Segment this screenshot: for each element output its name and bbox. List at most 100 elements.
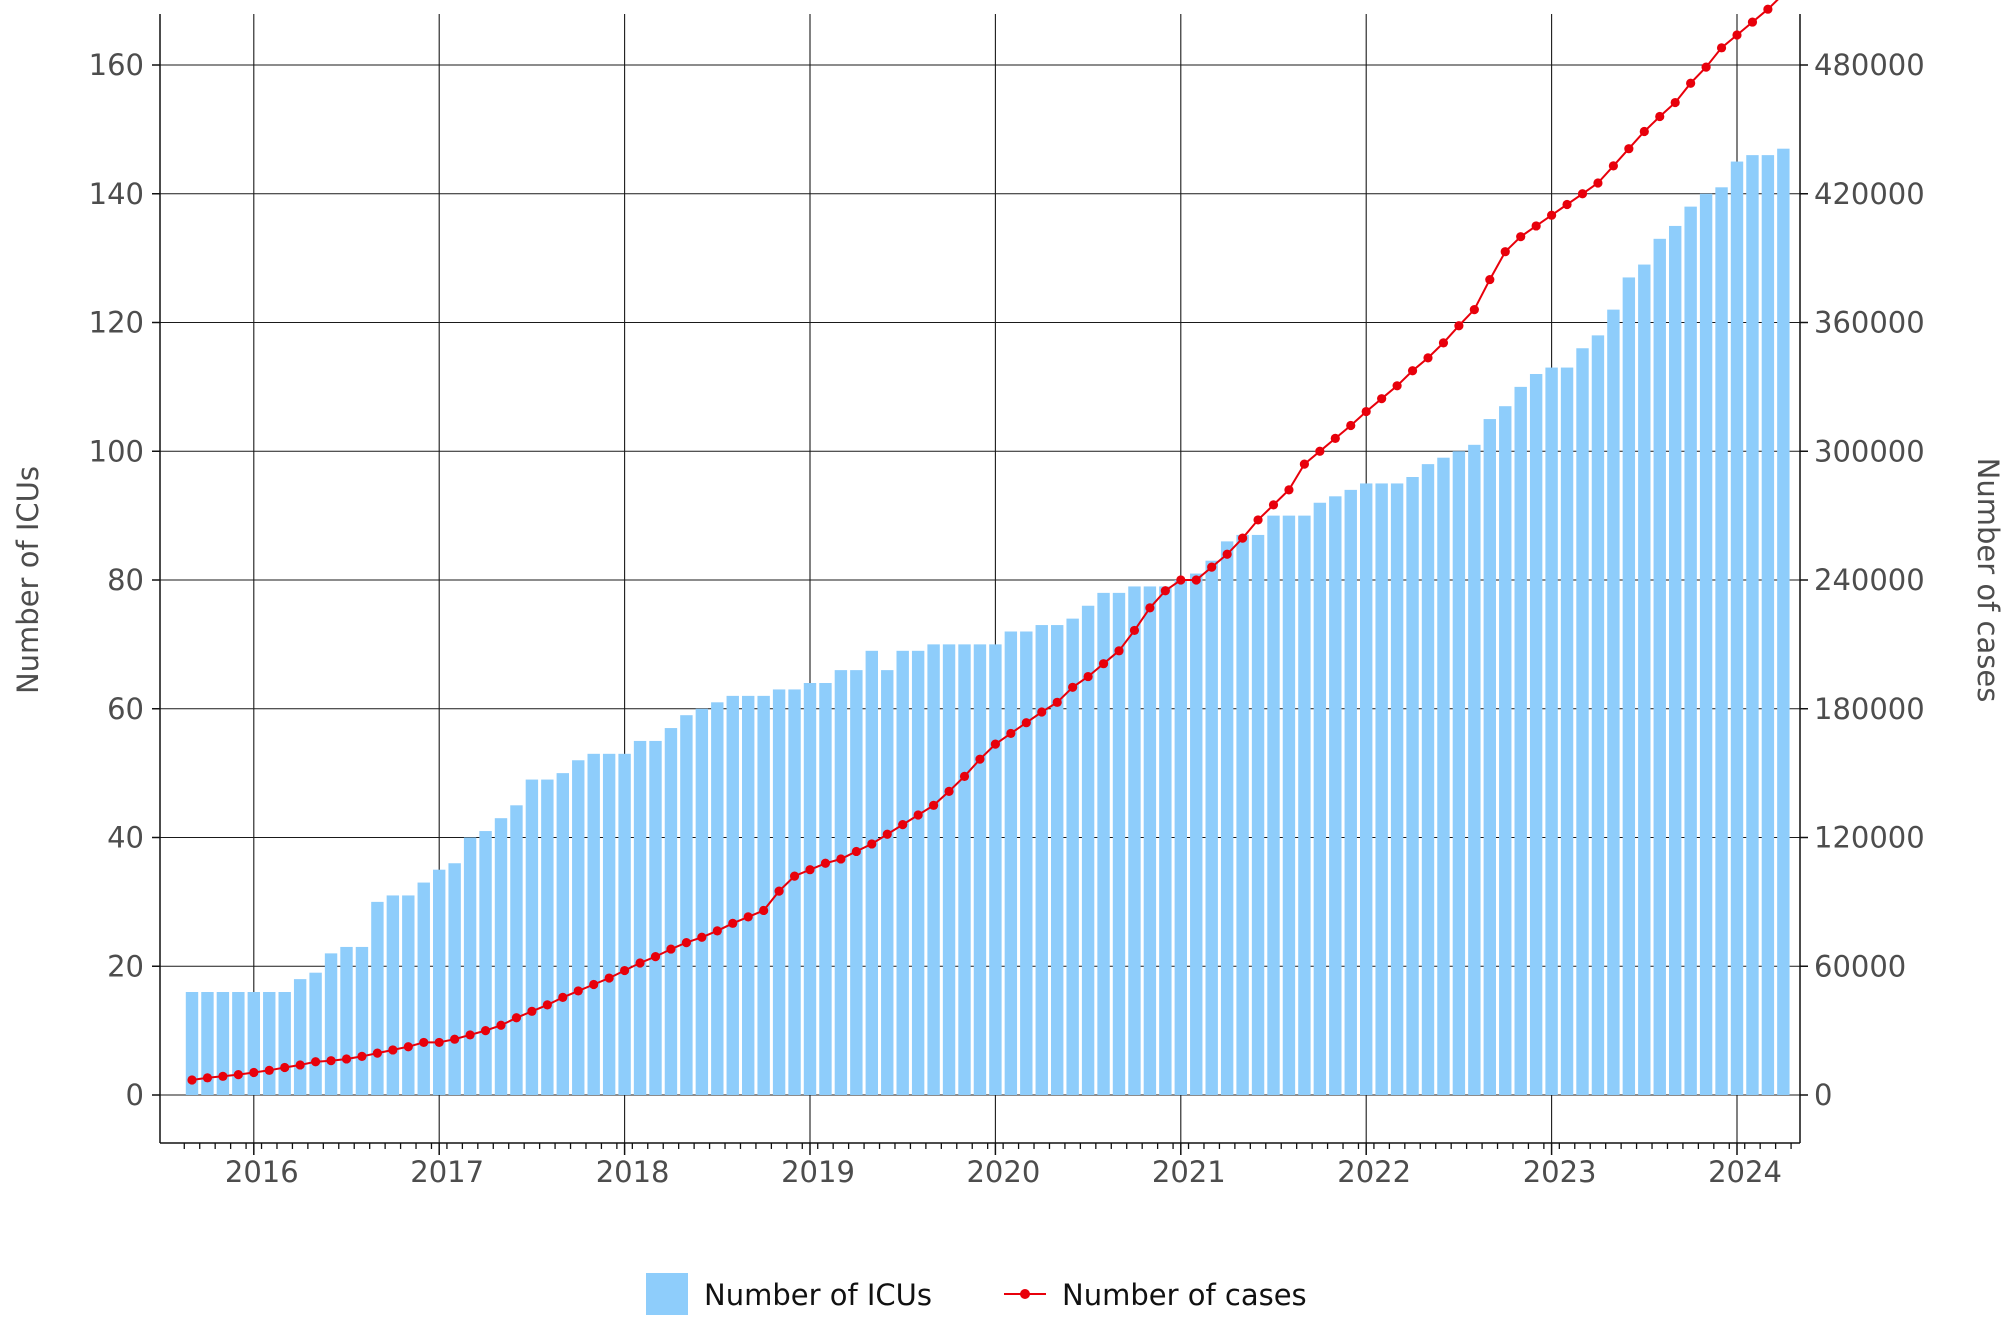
icu-bar [927, 644, 940, 1095]
icu-bar [1777, 148, 1790, 1095]
x-tick-label: 2022 [1337, 1155, 1411, 1189]
cases-point [1083, 671, 1093, 682]
cases-point [1361, 406, 1371, 417]
cases-point [496, 1020, 506, 1030]
icu-bar [680, 715, 693, 1095]
cases-point [867, 839, 877, 849]
y-tick-label-left: 60 [107, 692, 144, 726]
cases-point [820, 858, 831, 868]
icu-bar [417, 882, 430, 1095]
icu-bar [881, 670, 894, 1095]
cases-line [191, 0, 1779, 1081]
icu-bar [479, 831, 492, 1095]
icu-bar [942, 644, 956, 1095]
y-tick-label-right: 360000 [1814, 306, 1925, 340]
icu-bar [1112, 592, 1126, 1095]
icu-bar [1205, 560, 1218, 1095]
icu-bar [1298, 515, 1311, 1095]
icu-bar [1715, 187, 1728, 1095]
icu-bar [1653, 238, 1666, 1095]
icu-bar [1282, 515, 1296, 1095]
icu-bar [1560, 367, 1574, 1095]
cases-point [1469, 305, 1479, 315]
icu-bar [819, 683, 832, 1095]
y-axis-label-left: Number of ICUs [11, 466, 45, 694]
icu-bar [293, 979, 307, 1095]
icu-bar [1452, 451, 1466, 1095]
cases-point [1454, 321, 1464, 331]
cases-point [789, 871, 800, 881]
icu-bar [695, 708, 709, 1095]
cases-point [1624, 144, 1634, 154]
icu-bar [1190, 573, 1203, 1095]
cases-point [1747, 17, 1758, 27]
legend-label-icus: Number of ICUs [704, 1278, 932, 1312]
cases-point [341, 1054, 352, 1064]
y-tick-label-right: 240000 [1814, 563, 1925, 597]
icu-bar [711, 702, 724, 1095]
cases-point [1052, 697, 1062, 707]
cases-point [604, 973, 614, 983]
icu-bar [633, 740, 647, 1095]
cases-point [357, 1051, 367, 1061]
cases-point [218, 1071, 228, 1081]
icu-bar [850, 670, 863, 1095]
x-tick-label: 2018 [596, 1155, 670, 1189]
cases-point [990, 739, 1001, 749]
cases-point [527, 1006, 537, 1016]
icu-bar [371, 901, 384, 1095]
icu-bar [618, 753, 631, 1095]
legend-swatch-icus [646, 1273, 688, 1315]
cases-point [1330, 433, 1340, 443]
icu-bar [803, 683, 817, 1095]
cases-point [326, 1056, 336, 1066]
icu-bar [958, 644, 971, 1095]
cases-point [1655, 111, 1665, 122]
icu-bar [525, 779, 539, 1095]
cases-point [187, 1075, 197, 1085]
icu-bar [1499, 406, 1512, 1095]
icu-bar [386, 895, 400, 1095]
icu-bar [263, 992, 276, 1095]
icu-bar [1329, 496, 1342, 1095]
y-tick-label-left: 160 [89, 48, 144, 82]
cases-point [620, 965, 630, 976]
icu-bar [649, 740, 662, 1095]
cases-point [697, 932, 707, 942]
y-tick-label-left: 120 [89, 306, 144, 340]
icu-bar [510, 805, 523, 1095]
cases-point [450, 1034, 460, 1044]
cases-point [1207, 562, 1217, 572]
icu-bar [216, 992, 230, 1095]
legend-label-cases: Number of cases [1062, 1278, 1307, 1312]
icu-bar [726, 695, 739, 1095]
cases-point [1098, 659, 1109, 669]
cases-point [1114, 646, 1124, 656]
cases-point [913, 810, 923, 820]
icu-bar [1128, 586, 1141, 1095]
cases-point [959, 771, 970, 781]
icu-bar [572, 760, 585, 1095]
cases-point [1577, 189, 1588, 199]
cases-point [1686, 78, 1696, 88]
cases-point [372, 1048, 382, 1058]
icu-bar [834, 670, 848, 1095]
icu-bar [278, 992, 291, 1095]
cases-point [1346, 420, 1356, 431]
icu-bar [340, 946, 353, 1095]
icu-bar [1159, 586, 1172, 1095]
cases-point [1222, 549, 1232, 559]
cases-point [558, 992, 568, 1002]
icu-bar [1267, 515, 1280, 1095]
icu-bar [1174, 580, 1187, 1095]
cases-point [542, 1000, 552, 1010]
y-tick-label-right: 180000 [1814, 692, 1925, 726]
cases-point [1593, 178, 1603, 188]
y-tick-label-right: 300000 [1814, 434, 1925, 468]
cases-point [1377, 394, 1387, 404]
cases-point [311, 1057, 321, 1067]
cases-point [1562, 199, 1572, 210]
icu-bar [1622, 277, 1636, 1095]
cases-point [1407, 366, 1418, 376]
